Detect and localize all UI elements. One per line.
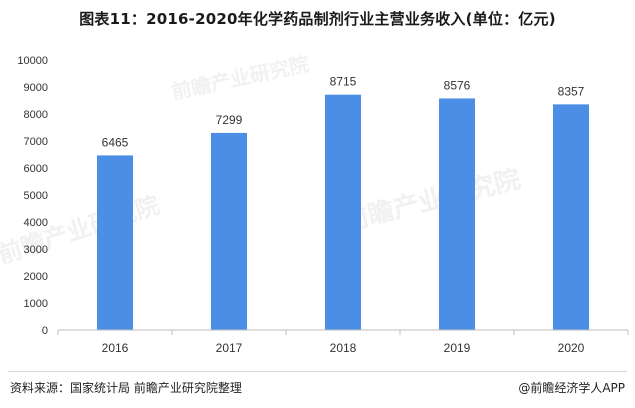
y-tick-label: 5000 — [24, 190, 48, 202]
y-tick-label: 2000 — [24, 271, 48, 283]
footer-divider — [8, 371, 627, 372]
brand-credit: @前瞻经济学人APP — [518, 381, 625, 395]
data-label: 6465 — [102, 135, 129, 149]
data-label: 8715 — [330, 75, 357, 89]
y-tick-label: 7000 — [24, 136, 48, 148]
bar-2020 — [553, 104, 589, 331]
data-label: 7299 — [216, 113, 243, 127]
x-axis: 2016 2017 2018 2019 2020 — [57, 329, 629, 355]
x-tick-label: 2017 — [216, 341, 243, 355]
bar-2018 — [325, 94, 361, 330]
bar-chart: 0 1000 2000 3000 4000 5000 6000 7000 8000 9000 100… — [17, 55, 629, 355]
y-tick-label: 0 — [42, 325, 48, 337]
y-tick-label: 3000 — [24, 244, 48, 256]
bar-2016 — [97, 155, 133, 330]
y-tick-label: 6000 — [24, 163, 48, 175]
bar-2019 — [439, 98, 475, 330]
y-tick-label: 1000 — [24, 298, 48, 310]
y-tick-label: 10000 — [17, 55, 48, 67]
x-tick-label: 2020 — [558, 341, 585, 355]
x-tick-label: 2019 — [444, 341, 471, 355]
x-tick-label: 2018 — [330, 341, 357, 355]
data-label: 8357 — [558, 84, 585, 98]
y-tick-label: 8000 — [24, 109, 48, 121]
chart-title: 图表11：2016-2020年化学药品制剂行业主营业务收入(单位：亿元) — [79, 10, 556, 28]
source-note: 资料来源：国家统计局 前瞻产业研究院整理 — [10, 381, 242, 395]
bars — [97, 94, 589, 331]
y-tick-label: 4000 — [24, 217, 48, 229]
y-tick-label: 9000 — [24, 82, 48, 94]
data-labels: 6465 7299 8715 8576 8357 — [102, 75, 585, 150]
data-label: 8576 — [444, 78, 471, 92]
bar-2017 — [211, 132, 247, 330]
x-tick-label: 2016 — [102, 341, 129, 355]
y-axis: 0 1000 2000 3000 4000 5000 6000 7000 8000 9000 100… — [17, 55, 48, 337]
